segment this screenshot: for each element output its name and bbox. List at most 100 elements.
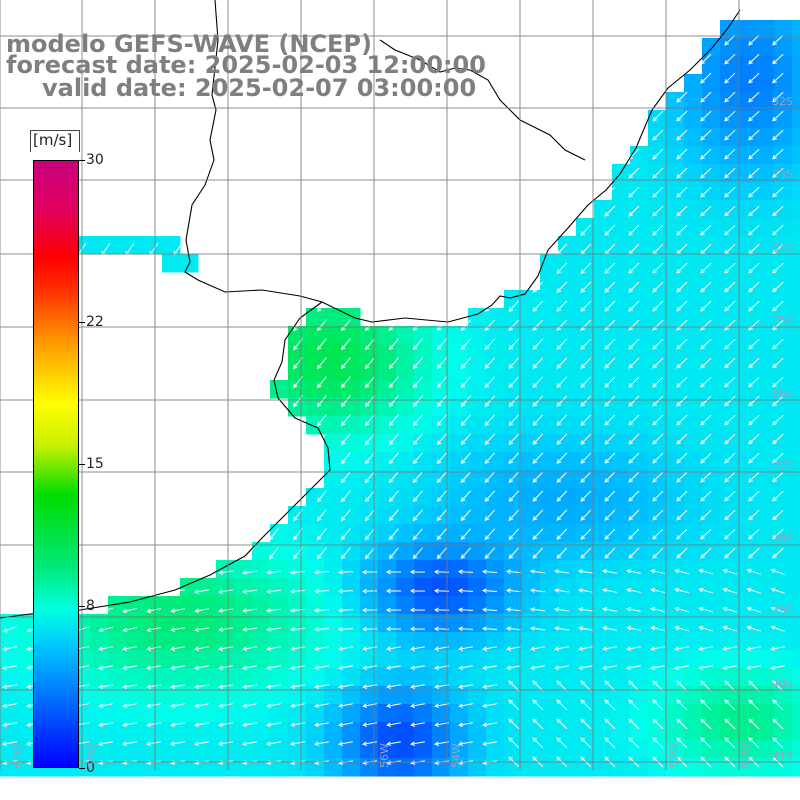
speed-cell	[756, 722, 775, 741]
speed-cell	[558, 560, 577, 579]
speed-cell	[162, 740, 181, 759]
wind-arrow	[580, 509, 592, 521]
latitude-label: 37S	[772, 460, 793, 473]
wind-arrow	[748, 53, 760, 65]
speed-cell	[702, 236, 721, 255]
speed-cell	[774, 704, 793, 723]
speed-cell	[756, 488, 775, 507]
speed-cell	[630, 452, 649, 471]
wind-arrow	[604, 471, 616, 483]
wind-arrow	[628, 680, 640, 692]
speed-cell	[648, 740, 667, 759]
speed-cell	[684, 236, 703, 255]
wind-arrow	[748, 433, 760, 445]
speed-cell	[540, 704, 559, 723]
speed-cell	[612, 218, 631, 237]
wind-arrow	[146, 741, 161, 746]
speed-cell	[756, 578, 775, 597]
wind-arrow	[146, 722, 161, 727]
speed-cell	[738, 524, 757, 543]
speed-cell	[558, 308, 577, 327]
wind-arrow	[580, 471, 592, 483]
speed-cell	[612, 452, 631, 471]
speed-cell	[666, 632, 685, 651]
wind-arrow	[676, 490, 688, 502]
wind-arrow	[602, 588, 617, 593]
colorbar-tick-label: 15	[86, 456, 104, 472]
wind-arrow	[724, 547, 736, 559]
speed-cell	[486, 524, 505, 543]
speed-cell	[702, 74, 721, 93]
speed-cell	[756, 326, 775, 345]
wind-arrow	[724, 414, 736, 426]
speed-cell	[378, 416, 397, 435]
wind-arrow	[556, 471, 568, 483]
speed-cell	[630, 200, 649, 219]
speed-cell	[216, 578, 235, 597]
speed-cell	[180, 758, 199, 777]
wind-arrow	[746, 587, 761, 594]
wind-arrow	[532, 490, 544, 502]
speed-cell	[666, 524, 685, 543]
speed-cell	[792, 560, 800, 579]
wind-arrow	[554, 626, 570, 631]
wind-arrow	[316, 395, 327, 408]
wind-arrow	[748, 205, 760, 217]
speed-cell	[378, 632, 397, 651]
speed-cell	[396, 722, 415, 741]
speed-cell	[396, 686, 415, 705]
wind-arrow	[604, 300, 616, 312]
wind-arrow	[2, 626, 17, 633]
speed-cell	[504, 668, 523, 687]
speed-cell	[576, 542, 595, 561]
speed-cell	[414, 470, 433, 489]
wind-arrow	[772, 34, 784, 46]
speed-cell	[756, 272, 775, 291]
wind-arrow	[316, 490, 327, 503]
speed-cell	[288, 326, 307, 345]
speed-cell	[522, 686, 541, 705]
speed-cell	[108, 650, 127, 669]
wind-arrow	[700, 699, 712, 711]
wind-arrow	[676, 718, 688, 730]
wind-arrow	[746, 646, 761, 651]
speed-cell	[324, 542, 343, 561]
speed-cell	[684, 650, 703, 669]
speed-cell	[720, 290, 739, 309]
speed-cell	[666, 128, 685, 147]
speed-cell	[504, 416, 523, 435]
wind-arrow	[266, 741, 281, 746]
speed-cell	[720, 434, 739, 453]
speed-cell	[792, 218, 800, 237]
speed-cell	[342, 362, 361, 381]
speed-cell	[630, 290, 649, 309]
wind-arrow	[556, 509, 568, 521]
wind-arrow	[556, 528, 568, 540]
wind-arrow	[218, 589, 233, 594]
speed-cell	[738, 92, 757, 111]
speed-cell	[648, 722, 667, 741]
wind-arrow	[290, 741, 305, 746]
wind-arrow	[362, 684, 377, 689]
wind-arrow	[337, 588, 354, 594]
wind-arrow	[146, 608, 161, 614]
wind-arrow	[218, 570, 233, 575]
speed-cell	[702, 56, 721, 75]
speed-cell	[432, 722, 451, 741]
wind-arrow	[194, 684, 209, 689]
longitude-label: 60W	[12, 743, 25, 768]
speed-cell	[162, 632, 181, 651]
wind-arrow	[2, 741, 17, 746]
speed-cell	[162, 236, 181, 255]
wind-arrow	[242, 627, 258, 632]
wind-arrow	[674, 625, 689, 632]
wind-arrow	[508, 433, 520, 445]
wind-arrow	[338, 703, 353, 708]
wind-arrow	[604, 281, 616, 293]
speed-cell	[558, 326, 577, 345]
model-title: modelo GEFS-WAVE (NCEP)	[6, 30, 372, 58]
speed-cell	[18, 722, 37, 741]
wind-arrow	[457, 607, 474, 613]
speed-cell	[414, 488, 433, 507]
speed-cell	[558, 596, 577, 615]
